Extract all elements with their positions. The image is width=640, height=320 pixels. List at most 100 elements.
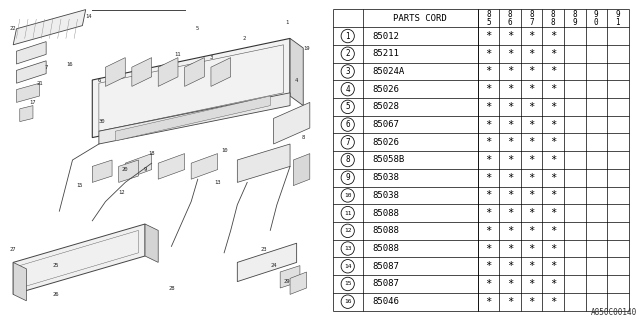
Text: 8: 8 [301, 135, 305, 140]
Text: *: * [485, 261, 492, 271]
Text: 0: 0 [594, 18, 598, 27]
Text: *: * [485, 102, 492, 112]
Text: 85067: 85067 [372, 120, 399, 129]
Text: *: * [550, 208, 556, 218]
Text: 85058B: 85058B [372, 156, 404, 164]
Text: 85046: 85046 [372, 297, 399, 306]
Text: *: * [507, 261, 513, 271]
Polygon shape [13, 224, 145, 294]
Text: *: * [507, 297, 513, 307]
Text: 85012: 85012 [372, 32, 399, 41]
Text: 2: 2 [346, 49, 350, 58]
Text: 9: 9 [346, 173, 350, 182]
Text: 12: 12 [344, 228, 351, 233]
Text: 17: 17 [29, 100, 36, 105]
Text: *: * [485, 31, 492, 41]
Text: 85211: 85211 [372, 49, 399, 58]
Text: *: * [550, 297, 556, 307]
Polygon shape [158, 154, 184, 179]
Text: *: * [550, 102, 556, 112]
Text: 27: 27 [10, 247, 17, 252]
Polygon shape [99, 93, 290, 144]
Text: 4: 4 [346, 85, 350, 94]
Text: *: * [507, 279, 513, 289]
Polygon shape [145, 224, 158, 262]
Text: 22: 22 [10, 26, 17, 31]
Polygon shape [17, 61, 46, 83]
Text: 13: 13 [214, 180, 221, 185]
Text: *: * [485, 244, 492, 253]
Text: 13: 13 [344, 246, 351, 251]
Text: 85024A: 85024A [372, 67, 404, 76]
Text: *: * [529, 173, 534, 183]
Polygon shape [191, 154, 218, 179]
Text: *: * [507, 208, 513, 218]
Text: *: * [485, 208, 492, 218]
Text: 10: 10 [344, 193, 351, 198]
Text: 3: 3 [209, 55, 212, 60]
Text: 85087: 85087 [372, 279, 399, 288]
Text: 6: 6 [97, 77, 100, 83]
Text: *: * [507, 120, 513, 130]
Text: *: * [550, 173, 556, 183]
Text: 8: 8 [551, 10, 556, 19]
Text: 5: 5 [346, 102, 350, 111]
Text: *: * [550, 226, 556, 236]
Text: 1: 1 [285, 20, 289, 25]
Text: *: * [485, 67, 492, 76]
Text: PARTS CORD: PARTS CORD [394, 14, 447, 23]
Text: 85088: 85088 [372, 209, 399, 218]
Text: 14: 14 [86, 13, 92, 19]
Text: 7: 7 [529, 18, 534, 27]
Text: *: * [550, 67, 556, 76]
Text: 85038: 85038 [372, 173, 399, 182]
Polygon shape [125, 154, 152, 179]
Text: *: * [485, 155, 492, 165]
Text: *: * [529, 84, 534, 94]
Text: 5: 5 [486, 18, 491, 27]
Text: *: * [529, 208, 534, 218]
Text: *: * [485, 120, 492, 130]
Polygon shape [290, 272, 307, 294]
Text: 26: 26 [52, 292, 60, 297]
Text: 9: 9 [594, 10, 598, 19]
Text: *: * [529, 67, 534, 76]
Text: *: * [485, 297, 492, 307]
Polygon shape [293, 154, 310, 186]
Text: 11: 11 [175, 52, 181, 57]
Text: *: * [529, 102, 534, 112]
Text: *: * [507, 137, 513, 147]
Polygon shape [184, 58, 204, 86]
Text: *: * [485, 226, 492, 236]
Text: *: * [529, 49, 534, 59]
Text: 6: 6 [346, 120, 350, 129]
Text: *: * [507, 31, 513, 41]
Polygon shape [106, 58, 125, 86]
Text: 4: 4 [295, 77, 298, 83]
Text: 9: 9 [616, 10, 620, 19]
Text: 6: 6 [508, 18, 512, 27]
Text: 10: 10 [221, 148, 227, 153]
Text: *: * [550, 261, 556, 271]
Text: 16: 16 [344, 299, 351, 304]
Text: *: * [529, 244, 534, 253]
Text: *: * [485, 190, 492, 200]
Text: *: * [529, 31, 534, 41]
Text: 85087: 85087 [372, 262, 399, 271]
Text: 9: 9 [572, 18, 577, 27]
Text: *: * [529, 261, 534, 271]
Polygon shape [115, 96, 270, 141]
Text: *: * [507, 173, 513, 183]
Text: *: * [550, 155, 556, 165]
Text: *: * [529, 137, 534, 147]
Text: 21: 21 [36, 81, 43, 86]
Text: *: * [507, 155, 513, 165]
Text: 28: 28 [168, 285, 175, 291]
Text: 85088: 85088 [372, 244, 399, 253]
Text: 85088: 85088 [372, 226, 399, 235]
Text: *: * [507, 67, 513, 76]
Polygon shape [237, 144, 290, 182]
Text: *: * [485, 137, 492, 147]
Text: *: * [529, 297, 534, 307]
Polygon shape [158, 58, 178, 86]
